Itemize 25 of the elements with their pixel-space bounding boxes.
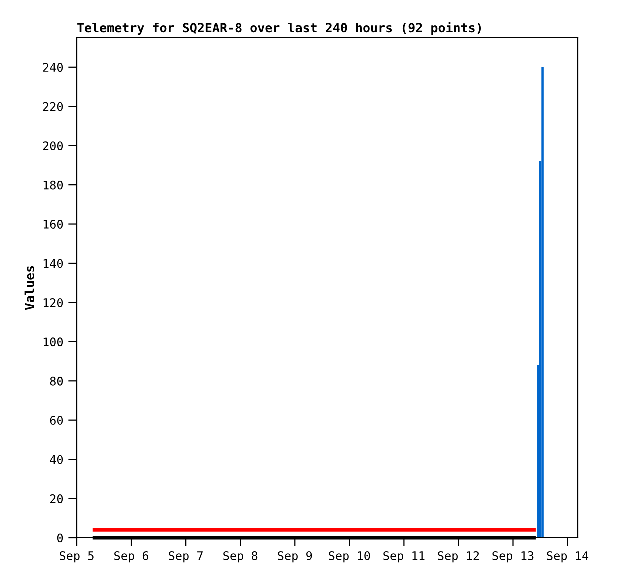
- x-tick-label: Sep 14: [547, 551, 589, 563]
- x-tick-label: Sep 9: [278, 551, 312, 563]
- y-tick-label: 240: [43, 63, 64, 72]
- y-tick-label: 60: [50, 416, 64, 426]
- y-tick-label: 20: [50, 494, 64, 504]
- y-tick-label: 80: [50, 376, 64, 386]
- chart-title: Telemetry for SQ2EAR-8 over last 240 hours (92 points): [78, 22, 482, 36]
- x-tick-label: Sep 7: [169, 551, 203, 563]
- x-tick-label: Sep 8: [224, 551, 258, 563]
- x-tick-label: Sep 10: [329, 551, 370, 563]
- y-tick-label: 180: [44, 180, 64, 190]
- x-tick-label: Sep 5: [60, 551, 94, 563]
- y-tick-label: 140: [44, 259, 64, 268]
- x-tick-label: Sep 11: [384, 551, 425, 563]
- y-tick-label: 160: [44, 220, 64, 229]
- y-tick-label: 100: [44, 338, 64, 347]
- x-tick-label: Sep 6: [114, 551, 149, 563]
- y-tick-label: 200: [43, 142, 64, 151]
- y-tick-label: 120: [44, 298, 64, 308]
- y-axis-title: Values: [24, 266, 35, 310]
- y-tick-label: 40: [50, 455, 64, 464]
- x-tick-label: Sep 13: [492, 551, 534, 563]
- y-tick-label: 0: [57, 534, 64, 543]
- x-tick-label: Sep 12: [438, 551, 480, 563]
- y-tick-label: 220: [43, 102, 64, 112]
